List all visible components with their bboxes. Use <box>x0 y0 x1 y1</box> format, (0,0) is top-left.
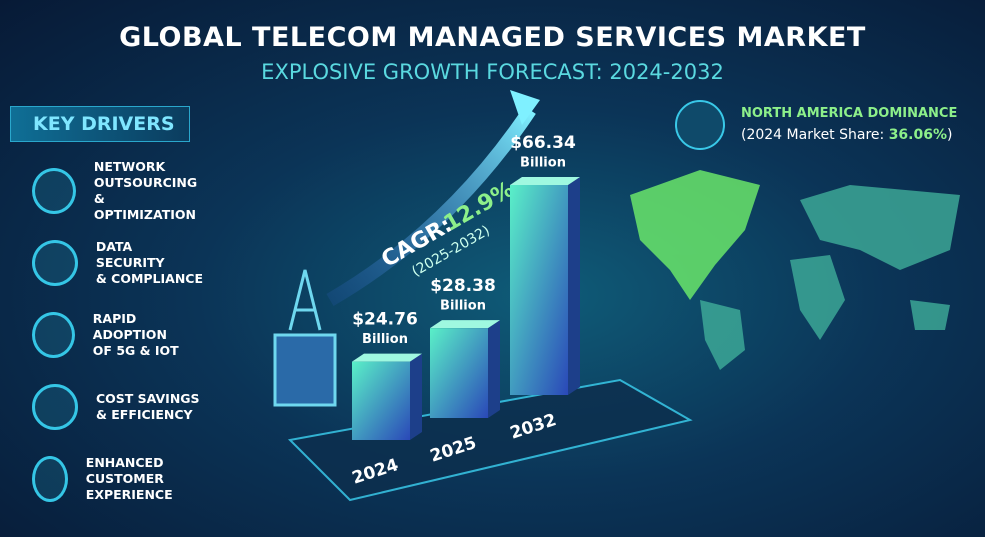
bar-side <box>568 177 580 395</box>
driver: COST SAVINGS & EFFICIENCY <box>0 376 205 438</box>
unit-label: Billion <box>520 156 566 171</box>
world-map <box>630 170 960 370</box>
arrow-head <box>510 90 540 125</box>
driver-icon <box>32 240 78 286</box>
subtitle: EXPLOSIVE GROWTH FORECAST: 2024-2032 <box>261 60 724 84</box>
driver-icon <box>32 312 75 358</box>
driver-line: & OPTIMIZATION <box>93 191 196 222</box>
driver-text: ENHANCED CUSTOMER EXPERIENCE <box>86 455 205 503</box>
driver-text: COST SAVINGS & EFFICIENCY <box>96 391 200 423</box>
driver-line: COST SAVINGS <box>96 391 200 406</box>
value-label: $24.76 <box>352 310 418 330</box>
bar-side <box>488 320 500 418</box>
bar-top <box>510 177 580 185</box>
driver-line: ENHANCED CUSTOMER <box>85 455 164 486</box>
driver-icon <box>32 456 68 502</box>
unit-label: Billion <box>440 299 486 314</box>
platform <box>287 378 693 502</box>
driver-line: EXPERIENCE <box>85 487 173 502</box>
unit-label: Billion <box>362 332 408 347</box>
key-drivers-heading: KEY DRIVERS <box>10 106 190 142</box>
driver-line: & EFFICIENCY <box>96 407 193 422</box>
region-icon <box>675 100 725 150</box>
bar-side <box>410 353 422 440</box>
growth-arrow <box>326 106 536 307</box>
driver-line: OF 5G & IOT <box>92 343 179 358</box>
region-share: (2024 Market Share: 36.06%) <box>741 127 952 143</box>
driver-line: DATA SECURITY <box>95 239 165 270</box>
driver-icon <box>32 384 78 430</box>
share-prefix: (2024 Market Share: <box>741 127 885 143</box>
title: GLOBAL TELECOM MANAGED SERVICES MARKET <box>119 22 866 53</box>
driver-text: DATA SECURITY & COMPLIANCE <box>96 239 205 287</box>
bar <box>352 361 410 440</box>
value-label: $28.38 <box>430 276 496 296</box>
share-suffix: ) <box>947 127 953 143</box>
share-value: 36.06% <box>888 127 947 143</box>
driver-line: & COMPLIANCE <box>95 271 204 286</box>
driver: ENHANCED CUSTOMER EXPERIENCE <box>0 448 205 510</box>
driver: RAPID ADOPTION OF 5G & IOT <box>0 304 205 366</box>
bar-top <box>430 320 500 329</box>
driver-line: NETWORK <box>93 159 166 174</box>
driver-text: NETWORK OUTSOURCING & OPTIMIZATION <box>94 159 205 223</box>
driver: NETWORK OUTSOURCING & OPTIMIZATION <box>0 159 205 223</box>
driver: DATA SECURITY & COMPLIANCE <box>0 232 205 294</box>
driver-icon <box>32 168 76 214</box>
driver-text: RAPID ADOPTION OF 5G & IOT <box>93 311 205 359</box>
bar-top <box>352 353 422 362</box>
value-label: $66.34 <box>510 133 576 153</box>
bar <box>510 185 568 395</box>
driver-line: OUTSOURCING <box>93 175 198 190</box>
tower <box>273 269 337 407</box>
bar <box>430 328 488 418</box>
region-title: NORTH AMERICA DOMINANCE <box>741 106 958 121</box>
driver-line: RAPID ADOPTION <box>92 311 167 342</box>
